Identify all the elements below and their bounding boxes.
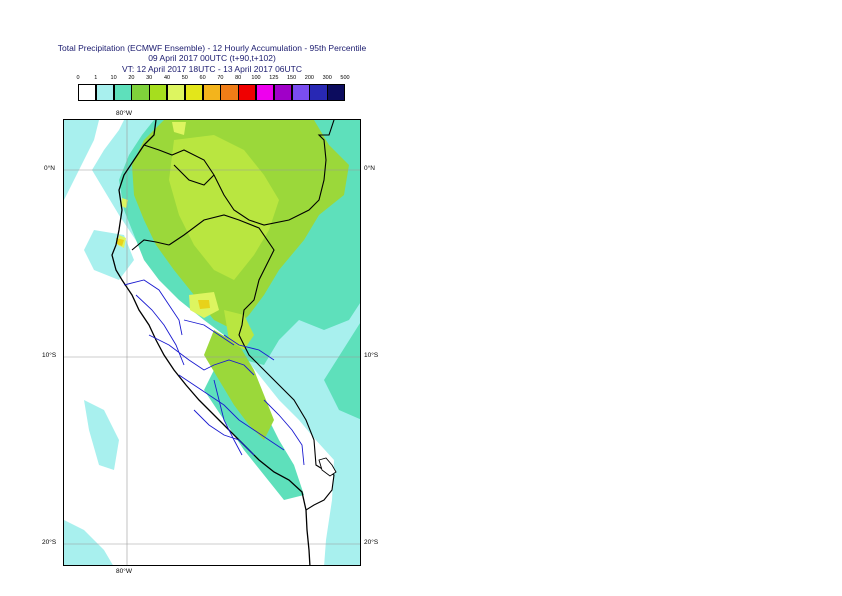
legend-swatch	[202, 84, 221, 101]
precip-band-30-40	[169, 135, 279, 350]
legend-swatch	[309, 84, 328, 101]
legend-tick-label: 80	[235, 75, 242, 81]
legend-tick-label: 0	[76, 75, 80, 81]
legend-swatch	[78, 84, 97, 101]
legend-swatch	[220, 84, 239, 101]
lat-label-right-10s: 10°S	[364, 352, 379, 359]
precipitation-map	[63, 119, 361, 566]
legend-swatch	[167, 84, 186, 101]
regional-borders	[123, 279, 305, 466]
legend-tick-label: 100	[251, 75, 261, 81]
graticule	[64, 120, 360, 565]
legend-tick-label: 70	[217, 75, 224, 81]
legend-tick-label: 500	[340, 75, 350, 81]
legend-tick-label: 40	[163, 75, 171, 81]
lat-label-left-0: 0°N	[44, 165, 55, 172]
legend-tick-label: 150	[287, 75, 297, 81]
legend-swatch	[184, 84, 204, 101]
lon-label-top: 80°W	[116, 110, 132, 117]
legend-tick-label: 200	[304, 75, 314, 81]
lat-label-right-20s: 20°S	[364, 539, 379, 546]
coastline	[111, 120, 311, 565]
lon-label-bottom: 80°W	[116, 568, 132, 575]
legend-swatch	[149, 84, 168, 101]
legend-swatch	[113, 84, 132, 101]
national-borders	[131, 120, 335, 511]
legend-swatch	[131, 84, 150, 101]
legend-swatch	[238, 84, 257, 101]
legend-swatch	[256, 84, 275, 101]
lat-label-left-20s: 20°S	[42, 539, 57, 546]
legend-tick-label: 50	[181, 75, 188, 81]
legend-swatch	[273, 84, 293, 101]
legend-swatch	[327, 84, 346, 101]
map-canvas	[64, 120, 360, 565]
lat-label-right-0: 0°N	[364, 165, 375, 172]
legend-tick-label: 10	[110, 75, 117, 81]
lake-titicaca	[318, 457, 337, 477]
legend-tick-label: 1	[94, 75, 98, 81]
legend-tick-label: 60	[199, 75, 206, 81]
legend-tick-label: 125	[269, 75, 279, 81]
legend-tick-label: 300	[322, 75, 332, 81]
legend-tick-label: 30	[146, 75, 153, 81]
title-line-3: VT: 12 April 2017 18UTC - 13 April 2017 …	[121, 64, 302, 74]
legend-tick-label: 20	[128, 75, 135, 81]
precip-band-50-60	[116, 238, 210, 309]
title-line-2: 09 April 2017 00UTC (t+90,t+102)	[148, 53, 276, 63]
legend-swatch	[95, 84, 115, 101]
precip-band-40-50	[118, 122, 219, 318]
title-line-1: Total Precipitation (ECMWF Ensemble) - 1…	[57, 43, 367, 53]
legend-swatch	[291, 84, 310, 101]
lat-label-left-10s: 10°S	[42, 352, 57, 359]
